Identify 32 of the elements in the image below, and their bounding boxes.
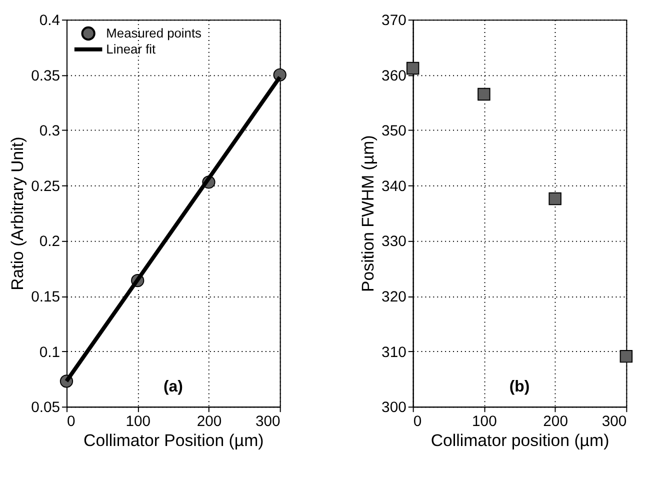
y-tick-label: 0.3 <box>39 124 60 140</box>
y-tick-label: 310 <box>382 344 406 361</box>
x-tick-label: 100 <box>126 414 151 430</box>
y-tick-label: 350 <box>382 124 406 140</box>
legend-label: Linear fit <box>106 41 156 56</box>
x-tick-label: 100 <box>472 414 497 430</box>
y-tick-label: 0.15 <box>31 290 60 306</box>
y-tick-label: 0.05 <box>31 400 60 416</box>
y-tick-label: 320 <box>382 290 406 306</box>
x-axis-title: Collimator Position (µm) <box>84 430 264 450</box>
y-axis-title: Position FWHM (µm) <box>358 135 378 292</box>
y-tick-label: 340 <box>382 178 406 195</box>
y-tick-label: 360 <box>382 68 406 84</box>
y-tick-label: 0.25 <box>31 178 60 195</box>
annotation: (a) <box>163 378 183 396</box>
y-tick-label: 0.4 <box>39 13 60 30</box>
x-tick-label: 300 <box>602 414 627 430</box>
x-tick-label: 200 <box>543 414 568 430</box>
y-tick-label: 0.35 <box>31 68 60 84</box>
legend-label: Measured points <box>106 25 202 40</box>
x-tick-label: 300 <box>256 414 280 430</box>
y-tick-label: 0.1 <box>39 344 60 361</box>
x-tick-label: 200 <box>196 414 222 430</box>
y-tick-label: 330 <box>382 234 406 250</box>
annotation: (b) <box>509 378 530 396</box>
x-axis-title: Collimator position (µm) <box>430 430 610 450</box>
x-tick-label: 0 <box>413 414 422 430</box>
y-axis-title: Ratio (Arbitrary Unit) <box>8 136 28 290</box>
y-tick-label: 300 <box>382 400 406 416</box>
y-tick-label: 370 <box>382 13 406 30</box>
x-tick-label: 0 <box>66 414 76 430</box>
y-tick-label: 0.2 <box>39 234 60 250</box>
